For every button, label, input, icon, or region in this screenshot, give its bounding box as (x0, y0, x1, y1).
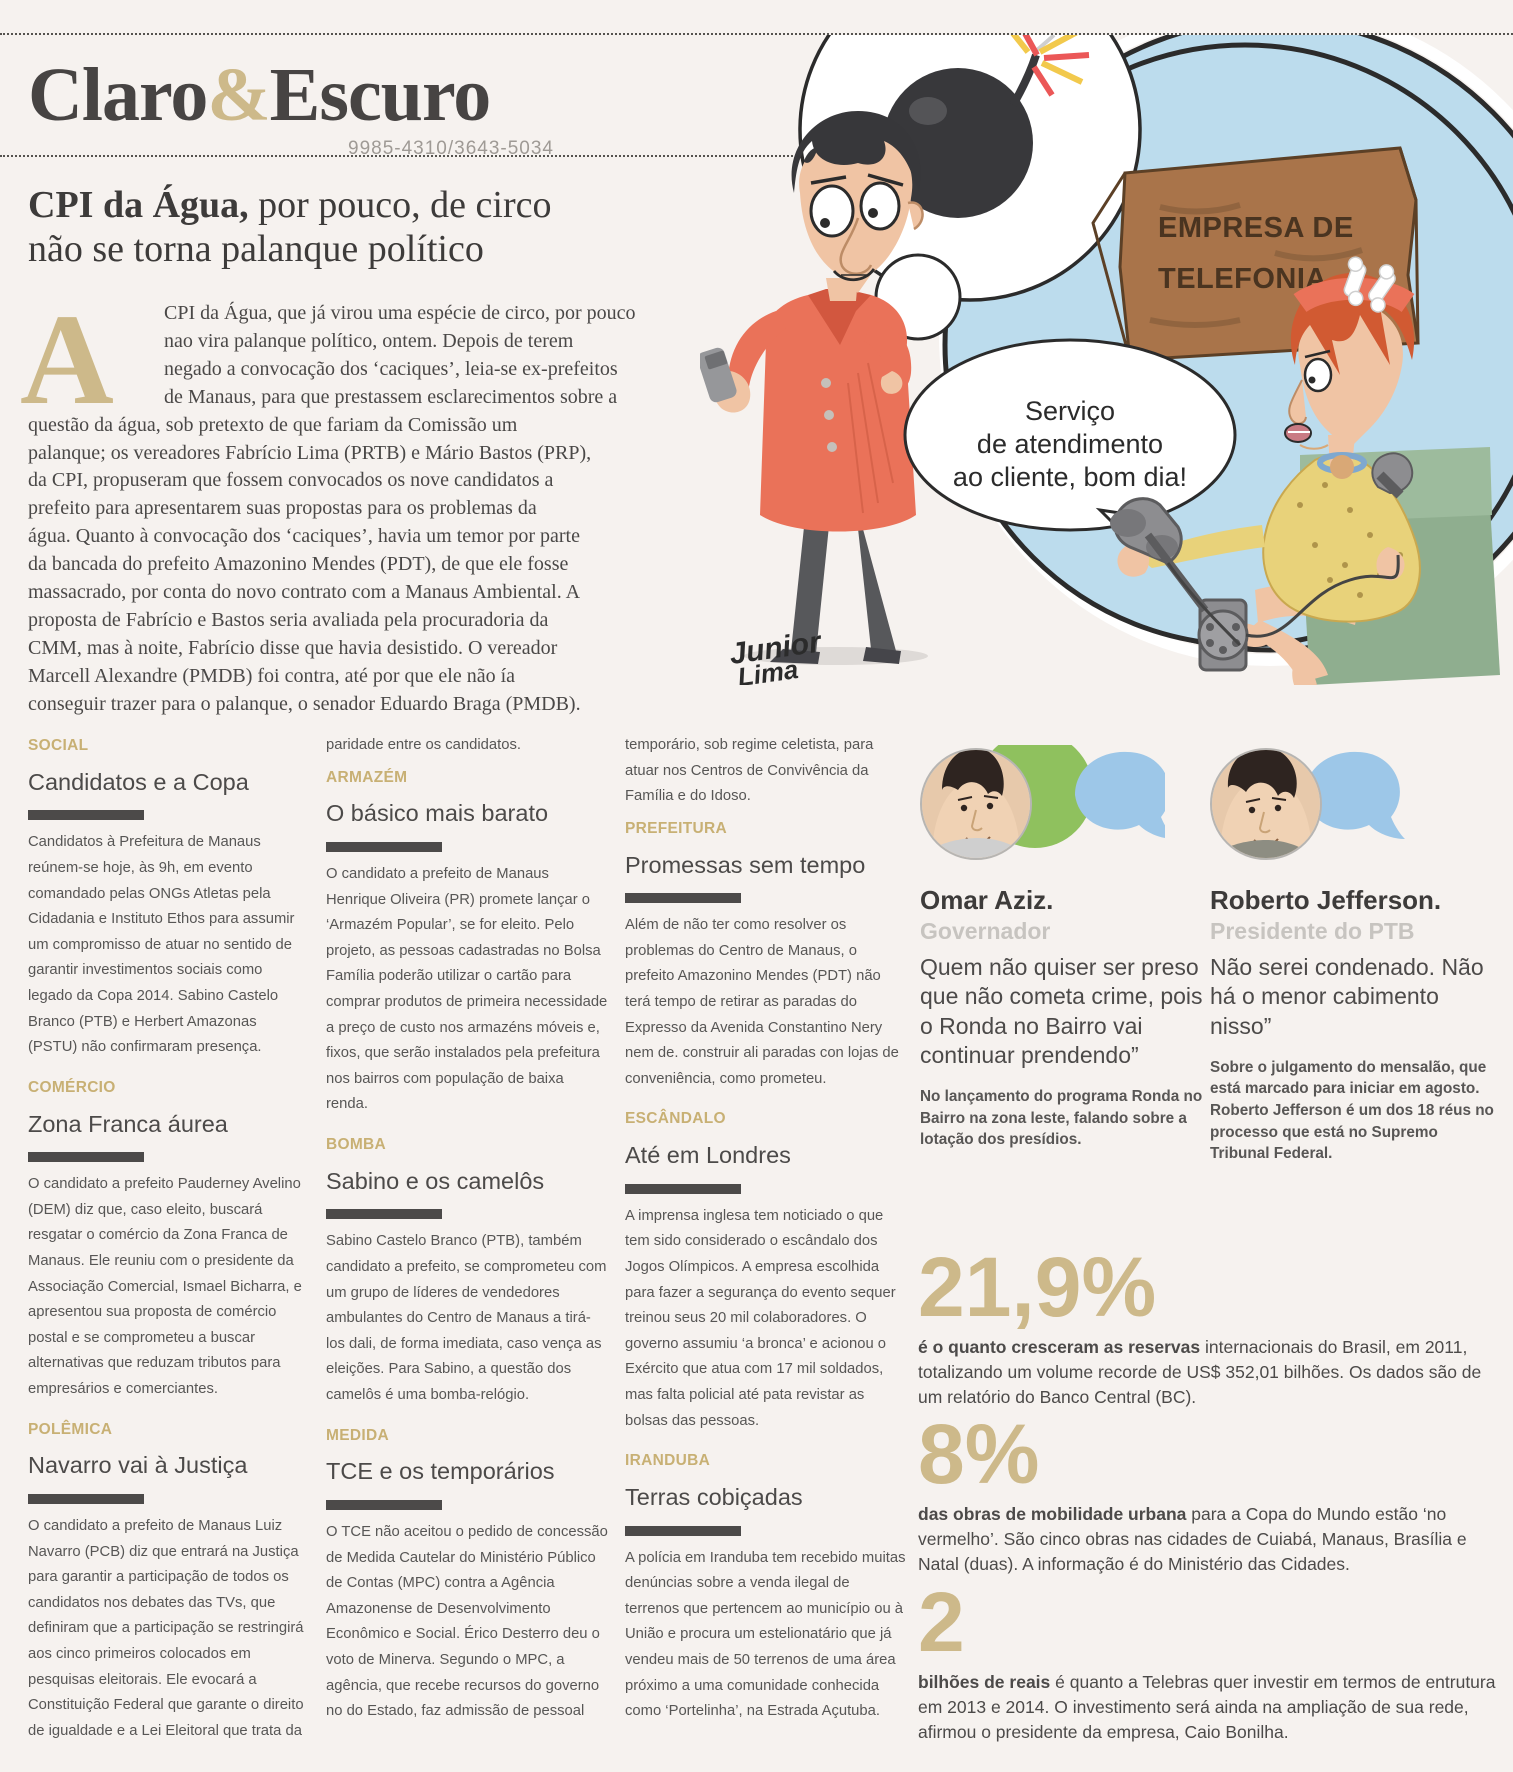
svg-text:de atendimento: de atendimento (977, 429, 1163, 459)
svg-text:EMPRESA DE: EMPRESA DE (1158, 212, 1354, 244)
svg-text:Serviço: Serviço (1025, 396, 1115, 426)
svg-text:ao cliente, bom dia!: ao cliente, bom dia! (953, 462, 1187, 492)
